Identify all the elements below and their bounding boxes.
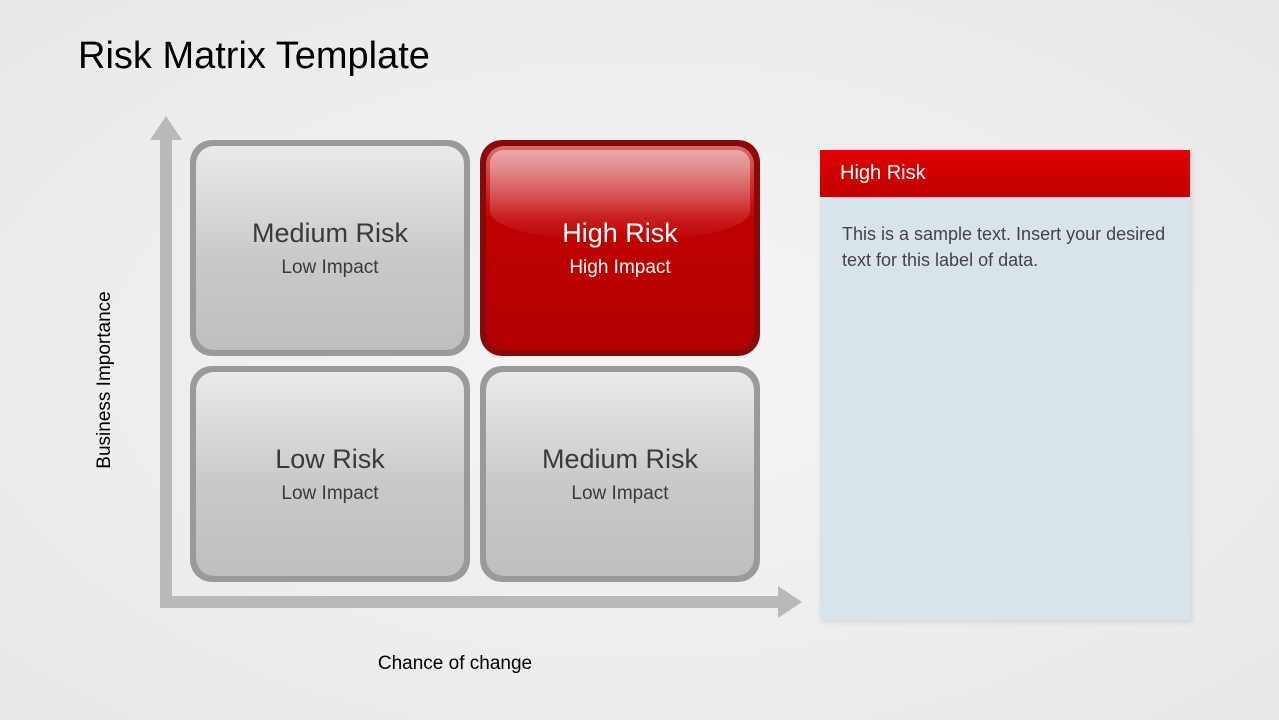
x-axis-label: Chance of change	[378, 653, 532, 675]
quadrant-title: Medium Risk	[252, 218, 408, 249]
risk-matrix-chart: Business Importance Chance of change Med…	[140, 140, 770, 620]
quadrant-bottom-left: Low Risk Low Impact	[190, 366, 470, 582]
x-axis-arrow-icon	[160, 596, 780, 608]
quadrant-subtitle: Low Impact	[281, 483, 378, 505]
quadrant-subtitle: Low Impact	[281, 257, 378, 279]
quadrant-title: Low Risk	[275, 444, 385, 475]
slide-title: Risk Matrix Template	[78, 35, 430, 78]
detail-panel: High Risk This is a sample text. Insert …	[820, 150, 1190, 620]
matrix-grid: Medium Risk Low Impact High Risk High Im…	[190, 140, 760, 582]
y-axis-label: Business Importance	[94, 291, 116, 468]
quadrant-title: Medium Risk	[542, 444, 698, 475]
quadrant-top-left: Medium Risk Low Impact	[190, 140, 470, 356]
quadrant-title: High Risk	[562, 218, 678, 249]
quadrant-top-right: High Risk High Impact	[480, 140, 760, 356]
y-axis-arrow-icon	[160, 138, 172, 608]
quadrant-subtitle: High Impact	[569, 257, 670, 279]
quadrant-subtitle: Low Impact	[571, 483, 668, 505]
detail-panel-header: High Risk	[820, 150, 1190, 197]
quadrant-bottom-right: Medium Risk Low Impact	[480, 366, 760, 582]
detail-panel-body: This is a sample text. Insert your desir…	[820, 197, 1190, 297]
